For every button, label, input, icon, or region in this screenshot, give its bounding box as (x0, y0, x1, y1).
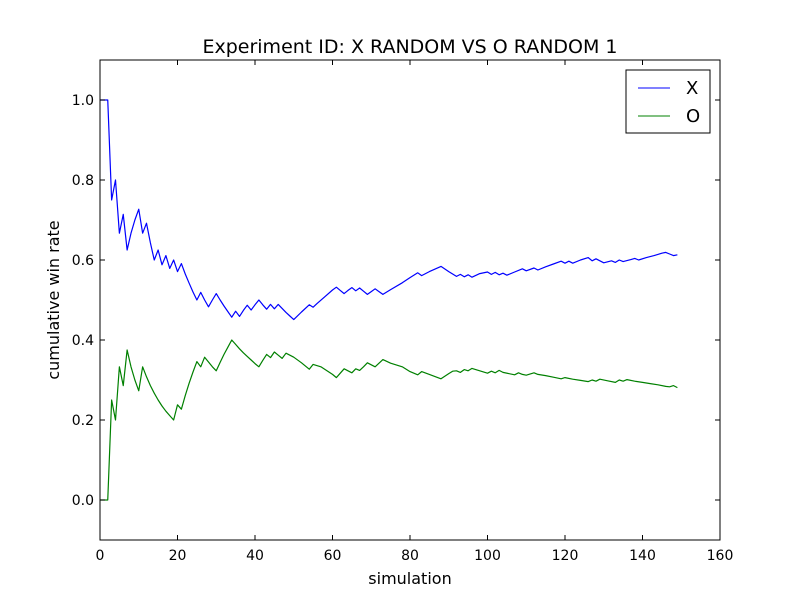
legend-label-o: O (686, 106, 700, 127)
y-tick-label: 0.8 (72, 173, 94, 189)
x-tick-label: 0 (96, 548, 105, 564)
y-axis-label: cumulative win rate (44, 220, 63, 379)
x-tick-label: 20 (169, 548, 187, 564)
series-line-o (100, 339, 678, 501)
x-tick-label: 80 (401, 548, 419, 564)
y-tick-label: 1.0 (72, 93, 94, 109)
y-tick-label: 0.4 (72, 333, 94, 349)
y-tick-label: 0.0 (72, 493, 94, 509)
x-tick-label: 140 (629, 548, 656, 564)
legend: X O (625, 69, 711, 134)
legend-box (625, 69, 711, 134)
tick-layer: 0 20 40 60 80 100 120 140 160 0.0 0.2 0.4 0.6 0.8 1.0 (72, 60, 734, 564)
plot-frame (99, 59, 721, 541)
series-layer (100, 99, 678, 501)
x-axis-label: simulation (368, 569, 451, 588)
x-tick-label: 40 (246, 548, 264, 564)
y-tick-label: 0.6 (72, 253, 94, 269)
series-line-x (100, 99, 678, 321)
x-tick-label: 120 (552, 548, 579, 564)
legend-label-x: X (686, 78, 698, 99)
x-tick-label: 100 (474, 548, 501, 564)
y-tick-label: 0.2 (72, 413, 94, 429)
x-tick-label: 160 (707, 548, 734, 564)
chart-title: Experiment ID: X RANDOM VS O RANDOM 1 (202, 36, 617, 58)
plot-area (100, 60, 720, 540)
x-tick-label: 60 (324, 548, 342, 564)
